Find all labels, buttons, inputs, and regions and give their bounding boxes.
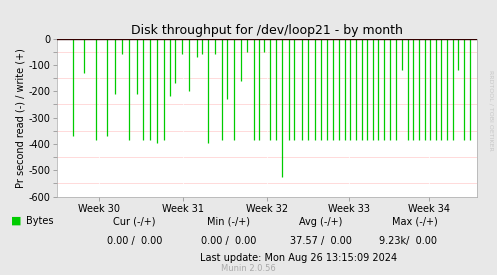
Text: Cur (-/+): Cur (-/+) (113, 217, 156, 227)
Title: Disk throughput for /dev/loop21 - by month: Disk throughput for /dev/loop21 - by mon… (131, 24, 403, 37)
Text: 0.00 /  0.00: 0.00 / 0.00 (106, 236, 162, 246)
Text: Max (-/+): Max (-/+) (392, 217, 437, 227)
Text: 37.57 /  0.00: 37.57 / 0.00 (290, 236, 351, 246)
Text: Bytes: Bytes (26, 216, 53, 225)
Text: ■: ■ (11, 216, 21, 225)
Text: Avg (-/+): Avg (-/+) (299, 217, 342, 227)
Y-axis label: Pr second read (-) / write (+): Pr second read (-) / write (+) (15, 48, 25, 188)
Text: 9.23k/  0.00: 9.23k/ 0.00 (379, 236, 437, 246)
Text: Munin 2.0.56: Munin 2.0.56 (221, 264, 276, 273)
Text: Min (-/+): Min (-/+) (207, 217, 250, 227)
Text: Last update: Mon Aug 26 13:15:09 2024: Last update: Mon Aug 26 13:15:09 2024 (200, 253, 397, 263)
Text: 0.00 /  0.00: 0.00 / 0.00 (201, 236, 256, 246)
Text: RRDTOOL / TOBI OETIKER: RRDTOOL / TOBI OETIKER (488, 70, 493, 150)
